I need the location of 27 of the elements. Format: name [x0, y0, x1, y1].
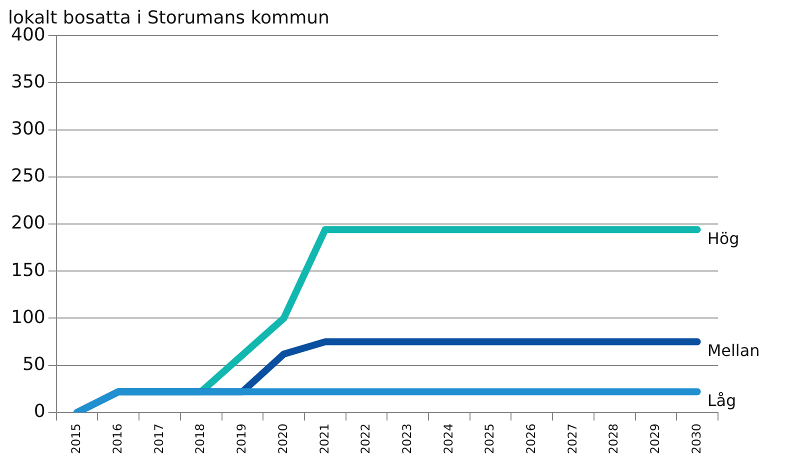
x-tick-label: 2026: [524, 423, 538, 454]
y-tick-label: 0: [34, 401, 46, 422]
y-tick-label: 50: [22, 354, 46, 376]
x-tick-label: 2029: [648, 423, 662, 454]
x-tick-label: 2016: [110, 423, 125, 454]
y-tick-label: 150: [10, 260, 46, 281]
x-tick-label: 2015: [69, 423, 84, 454]
y-tick-label: 350: [10, 71, 46, 92]
x-tick-label: 2021: [317, 423, 332, 454]
x-tick-label: 2028: [606, 423, 621, 454]
series-label: Mellan: [707, 340, 760, 360]
x-tick-label: 2024: [441, 423, 456, 454]
x-tick-label: 2030: [689, 423, 704, 454]
x-tick-label: 2020: [276, 423, 290, 454]
x-tick-label: 2025: [482, 423, 497, 454]
x-tick-label: 2019: [234, 423, 249, 454]
x-tick-label: 2017: [152, 423, 166, 454]
x-tick-label: 2023: [400, 423, 414, 454]
x-tick-label: 2018: [193, 423, 208, 454]
y-tick-label: 300: [10, 118, 46, 140]
series-label: Hög: [707, 228, 740, 248]
x-tick-label: 2027: [565, 423, 580, 454]
y-tick-label: 100: [10, 306, 46, 328]
y-tick-label: 200: [10, 212, 46, 234]
series-label: Låg: [707, 390, 736, 410]
x-tick-label: 2022: [358, 423, 373, 454]
y-tick-label: 250: [10, 166, 46, 187]
